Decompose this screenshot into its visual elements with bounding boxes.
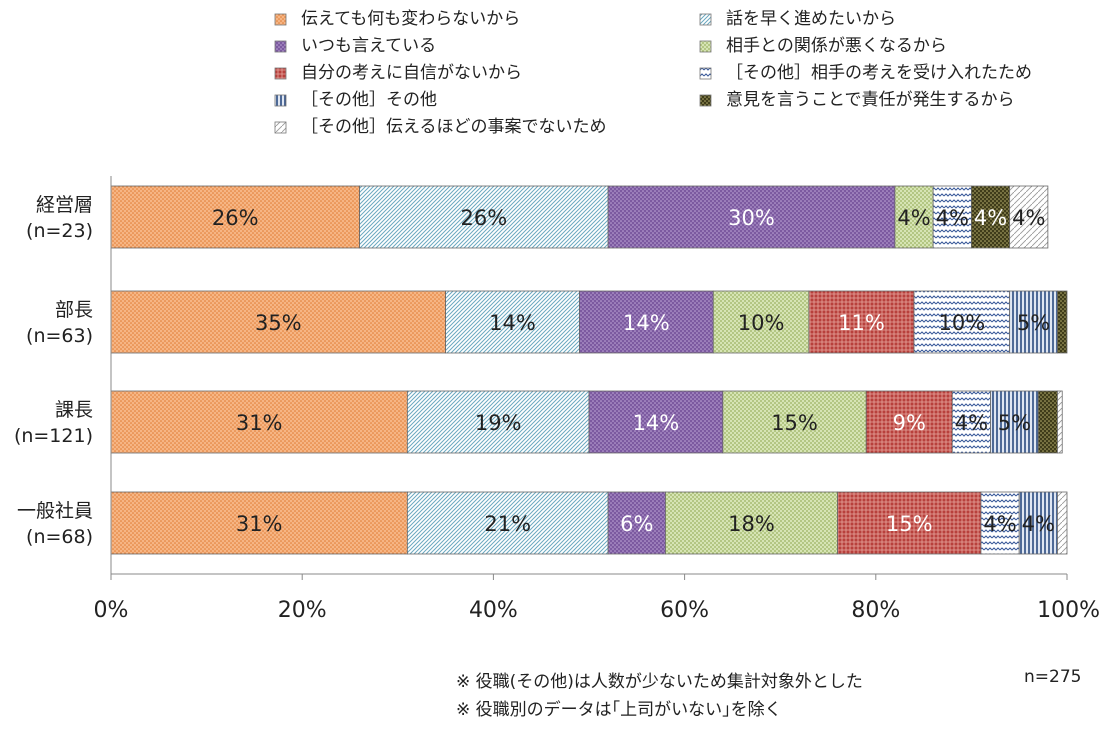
legend-swatch (699, 67, 712, 80)
bar-segment (1057, 390, 1063, 454)
legend-label: ［その他］その他 (301, 90, 437, 110)
data-label: 10% (738, 311, 785, 335)
bar-segment (359, 185, 609, 249)
bar-segment (951, 390, 991, 454)
bar-segment (110, 491, 408, 555)
legend-swatch (699, 13, 712, 26)
bar-segment (990, 390, 1039, 454)
bar-segment (1009, 290, 1058, 354)
bar-segment (579, 290, 714, 354)
data-label: 11% (838, 311, 885, 335)
legend-label: 伝えても何も変わらないから (301, 9, 520, 29)
data-label: 21% (484, 512, 531, 536)
bar-segment (980, 491, 1020, 555)
x-tick-label: 60% (660, 598, 709, 623)
legend-label: いつも言えている (301, 36, 436, 56)
data-label: 26% (460, 206, 507, 230)
legend-label: 話を早く進めたいから (726, 9, 896, 29)
legend-swatch (274, 67, 287, 80)
category-n-label: (n=23) (26, 220, 93, 242)
category-label: 一般社員 (17, 500, 93, 522)
data-label: 31% (236, 512, 283, 536)
bar-segment (1037, 390, 1058, 454)
data-label: 6% (620, 512, 653, 536)
legend-swatch (274, 121, 287, 134)
bar-segment (932, 185, 972, 249)
total-n: n=275 (1024, 667, 1082, 687)
data-label: 14% (623, 311, 670, 335)
x-tick-label: 40% (469, 598, 518, 623)
data-label: 4% (897, 206, 930, 230)
bar-segment (913, 290, 1011, 354)
bar-segment (110, 390, 408, 454)
bar-segment (722, 390, 867, 454)
category-label: 課長 (55, 399, 93, 421)
bar-segment (1057, 290, 1068, 354)
x-tick-label: 20% (278, 598, 327, 623)
legend-swatch (699, 40, 712, 53)
bar-segment (588, 390, 724, 454)
bar-segment (110, 185, 360, 249)
legend-label: ［その他］相手の考えを受け入れたため (726, 63, 1032, 83)
data-label: 14% (489, 311, 536, 335)
data-label: 26% (212, 206, 259, 230)
category-n-label: (n=68) (26, 526, 93, 548)
data-label: 31% (236, 411, 283, 435)
legend-label: ［その他］伝えるほどの事案でないため (301, 117, 607, 137)
x-tick-label: 80% (851, 598, 900, 623)
x-tick-label: 0% (94, 598, 129, 623)
data-label: 15% (886, 512, 933, 536)
x-axis: 0% 20% 40% 60% 80% 100% (94, 176, 1100, 623)
x-tick-label: 100% (1037, 598, 1100, 623)
bar-segment (971, 185, 1011, 249)
legend-label: 自分の考えに自信がないから (301, 63, 522, 83)
data-label: 4% (983, 512, 1016, 536)
legend-swatch (274, 94, 287, 107)
data-label: 4% (1022, 512, 1055, 536)
bar-segment (406, 491, 609, 555)
y-axis-labels: 経営層 (n=23) 部長 (n=63) 課長 (n=121) 一般社員 (n=68) (14, 194, 93, 548)
bar-segment (1057, 491, 1068, 555)
footnote-1: ※ 役職(その他)は人数が少ないため集計対象外とした (456, 672, 863, 692)
legend-swatch (699, 94, 712, 107)
bar-segment (1018, 491, 1058, 555)
data-label: 18% (728, 512, 775, 536)
data-label: 30% (728, 206, 775, 230)
bar-segment (865, 390, 953, 454)
bar-segment (445, 290, 580, 354)
data-label: 4% (974, 206, 1007, 230)
legend-label: 相手との関係が悪くなるから (726, 36, 947, 56)
data-label: 35% (255, 311, 302, 335)
bar-segment (607, 185, 896, 249)
legend-swatch (274, 13, 287, 26)
bars: 26% 26% 30% 4% 4% 4% 4%35% 14% 14% 10% 11% 10% 5%31%… (110, 185, 1068, 555)
data-label: 5% (998, 411, 1031, 435)
data-label: 4% (936, 206, 969, 230)
data-label: 4% (1012, 206, 1045, 230)
category-label: 経営層 (36, 194, 93, 216)
bar-segment (665, 491, 838, 555)
data-label: 15% (771, 411, 818, 435)
bar-segment (1009, 185, 1049, 249)
category-n-label: (n=63) (26, 325, 93, 347)
category-n-label: (n=121) (14, 425, 93, 447)
legend-swatch (274, 40, 287, 53)
data-label: 10% (938, 311, 985, 335)
bar-segment (110, 290, 447, 354)
legend-label: 意見を言うことで責任が発生するから (726, 90, 1015, 110)
data-label: 14% (633, 411, 680, 435)
bar-segment (406, 390, 590, 454)
data-label: 9% (893, 411, 926, 435)
data-label: 19% (475, 411, 522, 435)
data-label: 4% (955, 411, 988, 435)
footnote-2: ※ 役職別のデータは｢上司がいない｣を除く (456, 700, 782, 720)
bar-segment (808, 290, 915, 354)
data-label: 5% (1017, 311, 1050, 335)
category-label: 部長 (55, 299, 93, 321)
